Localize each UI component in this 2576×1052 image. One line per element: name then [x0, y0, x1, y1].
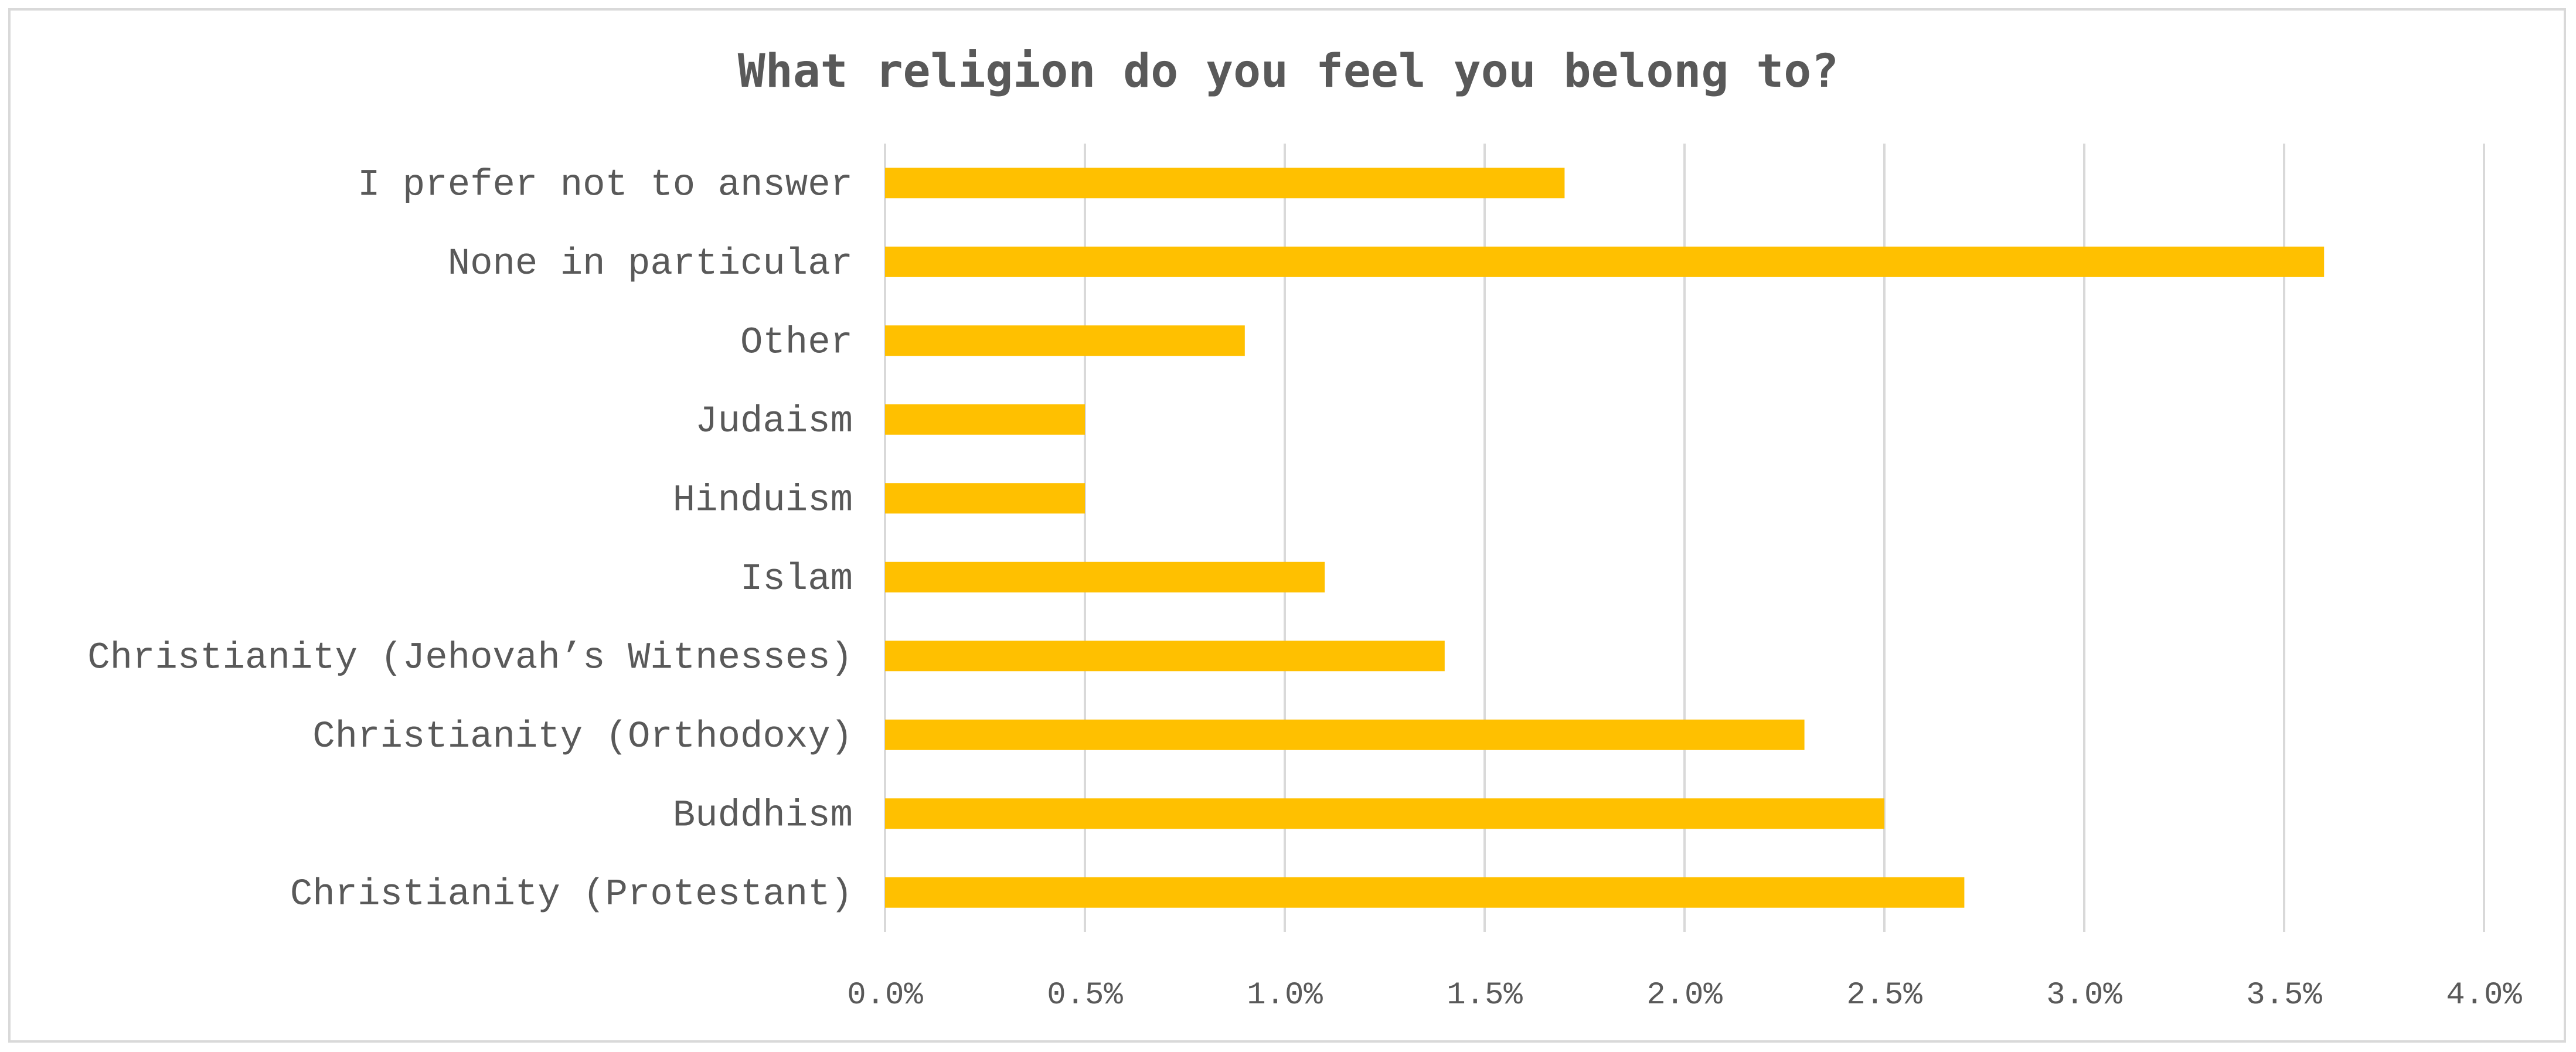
bar — [885, 483, 1085, 514]
bar — [885, 168, 1565, 199]
category-label: Christianity (Orthodoxy) — [312, 716, 853, 758]
bar — [885, 798, 1884, 829]
x-tick-label: 3.0% — [2046, 978, 2122, 1013]
bar — [885, 325, 1245, 356]
bar — [885, 561, 1325, 593]
x-tick-label: 4.0% — [2446, 978, 2522, 1013]
category-label: Other — [740, 322, 853, 364]
x-tick-label: 2.0% — [1646, 978, 1723, 1013]
bar — [885, 641, 1445, 672]
bars — [885, 168, 2325, 908]
bar — [885, 246, 2325, 277]
x-tick-label: 0.0% — [847, 978, 923, 1013]
bar — [885, 877, 1965, 908]
category-label: Hinduism — [673, 479, 853, 522]
x-tick-label: 3.5% — [2246, 978, 2322, 1013]
category-label: Buddhism — [673, 795, 853, 837]
category-label: I prefer not to answer — [358, 164, 853, 206]
chart-title: What religion do you feel you belong to? — [738, 45, 1839, 98]
x-tick-label: 0.5% — [1047, 978, 1123, 1013]
category-label: Christianity (Protestant) — [290, 874, 853, 916]
category-labels: I prefer not to answer None in particular… — [87, 164, 853, 916]
category-label: Judaism — [695, 401, 853, 443]
category-label: None in particular — [448, 243, 853, 285]
category-label: Islam — [740, 559, 853, 601]
x-axis-tick-labels: 0.0% 0.5% 1.0% 1.5% 2.0% 2.5% 3.0% 3.5% 4.0% — [847, 978, 2522, 1013]
bar — [885, 719, 1805, 750]
bar — [885, 404, 1085, 435]
category-label: Christianity (Jehovah’s Witnesses) — [87, 637, 853, 679]
x-tick-label: 2.5% — [1846, 978, 1922, 1013]
x-tick-label: 1.0% — [1247, 978, 1323, 1013]
x-tick-label: 1.5% — [1447, 978, 1523, 1013]
